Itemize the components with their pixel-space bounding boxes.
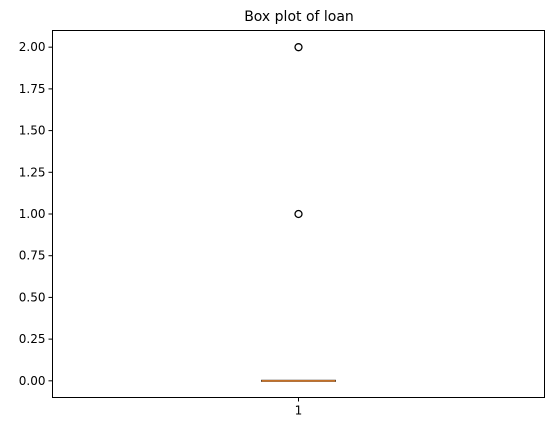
plot-frame <box>52 30 545 398</box>
x-tick-label: 1 <box>295 404 303 418</box>
y-tick-label: 0.75 <box>19 249 46 263</box>
y-tick-label: 1.75 <box>19 82 46 96</box>
y-tick-label: 0.50 <box>19 290 46 304</box>
chart-title: Box plot of loan <box>244 9 354 25</box>
x-axis: 1 <box>295 397 303 418</box>
y-tick-label: 0.00 <box>19 374 46 388</box>
y-tick-label: 2.00 <box>19 40 46 54</box>
outlier-point <box>294 43 303 52</box>
y-tick-label: 0.25 <box>19 332 46 346</box>
outlier-point <box>294 209 303 219</box>
y-tick-label: 1.50 <box>19 124 46 138</box>
y-axis: 0.00 0.25 0.50 0.75 1.00 1.25 1.50 1.75 2.00 <box>19 40 53 388</box>
y-tick-label: 1.00 <box>19 207 46 221</box>
plot-marks <box>261 43 336 382</box>
y-tick-label: 1.25 <box>19 165 46 179</box>
